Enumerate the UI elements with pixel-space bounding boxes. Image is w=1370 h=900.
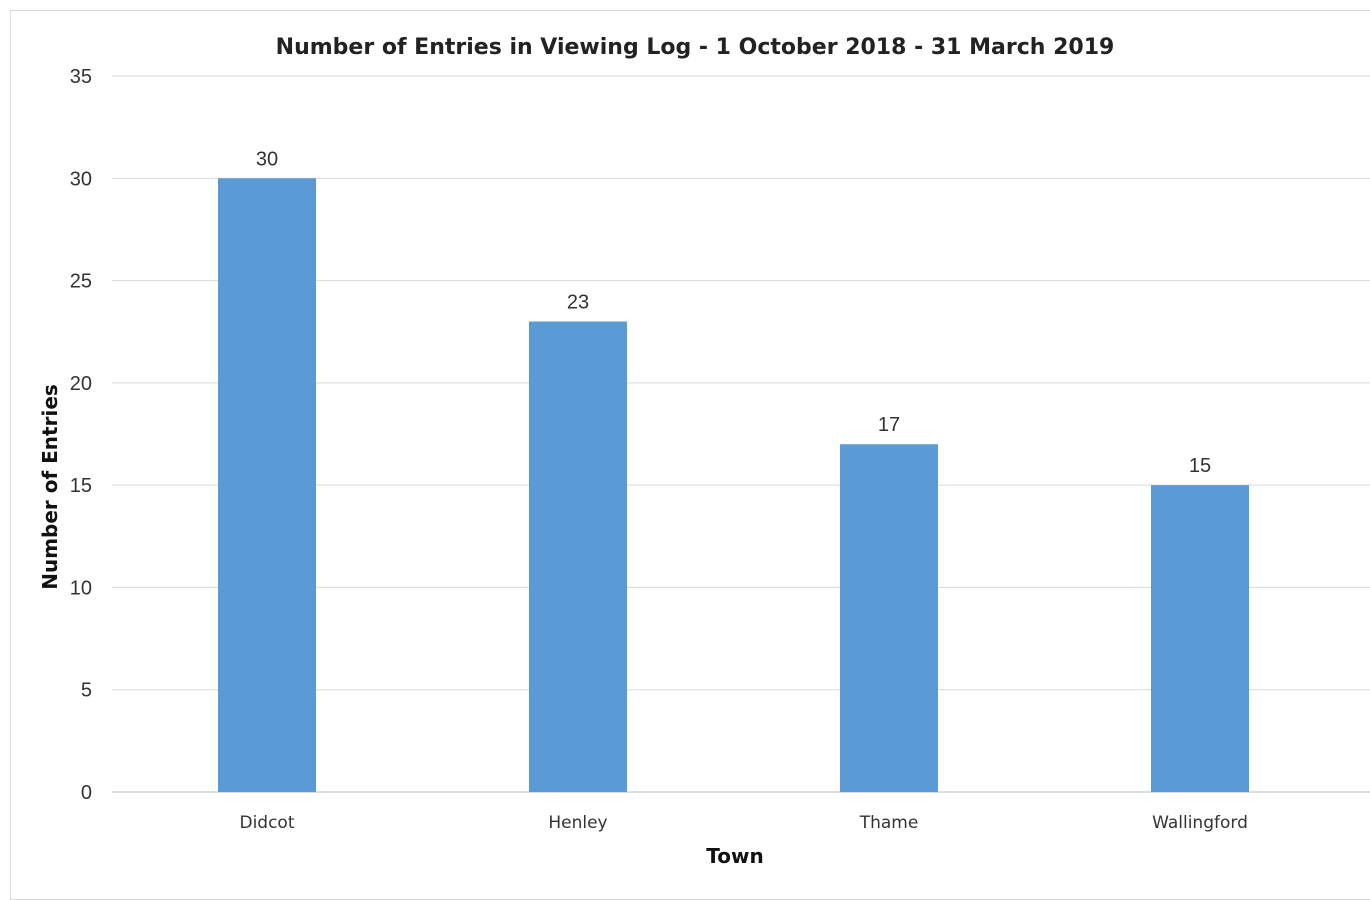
x-tick-label: Didcot <box>239 813 294 833</box>
y-tick-label: 15 <box>70 475 92 497</box>
bar-thame <box>840 444 938 792</box>
x-axis-ticks: Didcot Henley Thame Wallingford <box>239 813 1247 833</box>
x-tick-label: Thame <box>859 813 919 833</box>
data-label: 23 <box>567 291 589 313</box>
x-tick-label: Wallingford <box>1152 813 1248 833</box>
x-axis-title: Town <box>706 844 763 868</box>
y-tick-label: 25 <box>70 271 92 293</box>
data-label: 30 <box>256 148 278 170</box>
chart-title: Number of Entries in Viewing Log - 1 Oct… <box>276 35 1115 60</box>
data-label: 15 <box>1189 455 1211 477</box>
data-labels: 30 23 17 15 <box>256 148 1211 477</box>
x-tick-label: Henley <box>548 813 607 833</box>
bar-didcot <box>218 178 316 793</box>
y-tick-label: 0 <box>81 782 92 804</box>
bar-henley <box>529 321 627 792</box>
y-tick-label: 20 <box>70 373 92 395</box>
y-tick-label: 10 <box>70 577 92 599</box>
data-label: 17 <box>878 414 900 436</box>
y-tick-label: 35 <box>70 66 92 88</box>
y-tick-label: 5 <box>81 680 92 702</box>
y-axis-ticks: 0 5 10 15 20 25 30 35 <box>70 66 92 804</box>
bars <box>218 178 1249 793</box>
y-tick-label: 30 <box>70 168 92 190</box>
bar-wallingford <box>1151 485 1249 792</box>
y-axis-title: Number of Entries <box>38 384 62 590</box>
gridlines <box>112 75 1370 793</box>
